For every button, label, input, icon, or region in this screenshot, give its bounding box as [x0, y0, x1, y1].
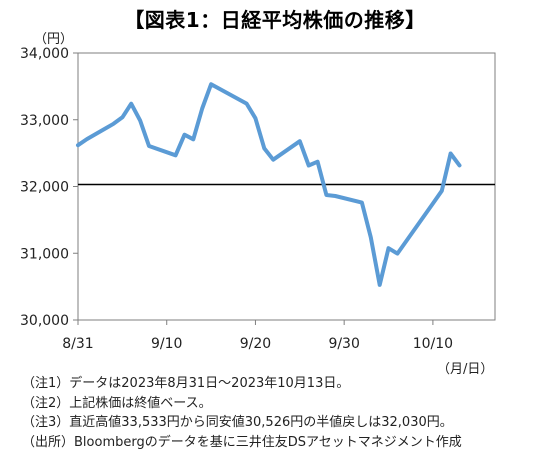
notes: （注1）データは2023年8月31日～2023年10月13日。 （注2）上記株価…: [22, 374, 462, 452]
x-axis-unit: （月/日）: [437, 362, 494, 377]
x-tick-label: 9/10: [151, 336, 182, 352]
x-tick-label: 9/30: [328, 336, 359, 352]
note-1: （注1）データは2023年8月31日～2023年10月13日。: [22, 376, 350, 391]
y-tick-label: 33,000: [20, 113, 69, 129]
chart-title: 【図表1：日経平均株価の推移】: [124, 8, 426, 32]
y-tick-label: 30,000: [20, 313, 69, 329]
y-axis-unit: （円）: [34, 32, 74, 47]
x-tick-label: 10/10: [413, 336, 453, 352]
note-source: （出所）Bloombergのデータを基に三井住友DSアセットマネジメント作成: [22, 434, 462, 450]
plot-area-frame: [77, 52, 496, 321]
y-tick-label: 34,000: [20, 46, 69, 62]
note-3: （注3）直近高値33,533円から同安値30,526円の半値戻しは32,030円…: [22, 415, 453, 430]
y-tick-label: 32,000: [20, 180, 69, 196]
x-tick-label: 9/20: [240, 336, 271, 352]
note-2: （注2）上記株価は終値ベース。: [22, 395, 212, 411]
y-tick-label: 31,000: [20, 246, 69, 262]
x-tick-label: 8/31: [62, 336, 93, 352]
nikkei-series-line: [76, 82, 462, 287]
